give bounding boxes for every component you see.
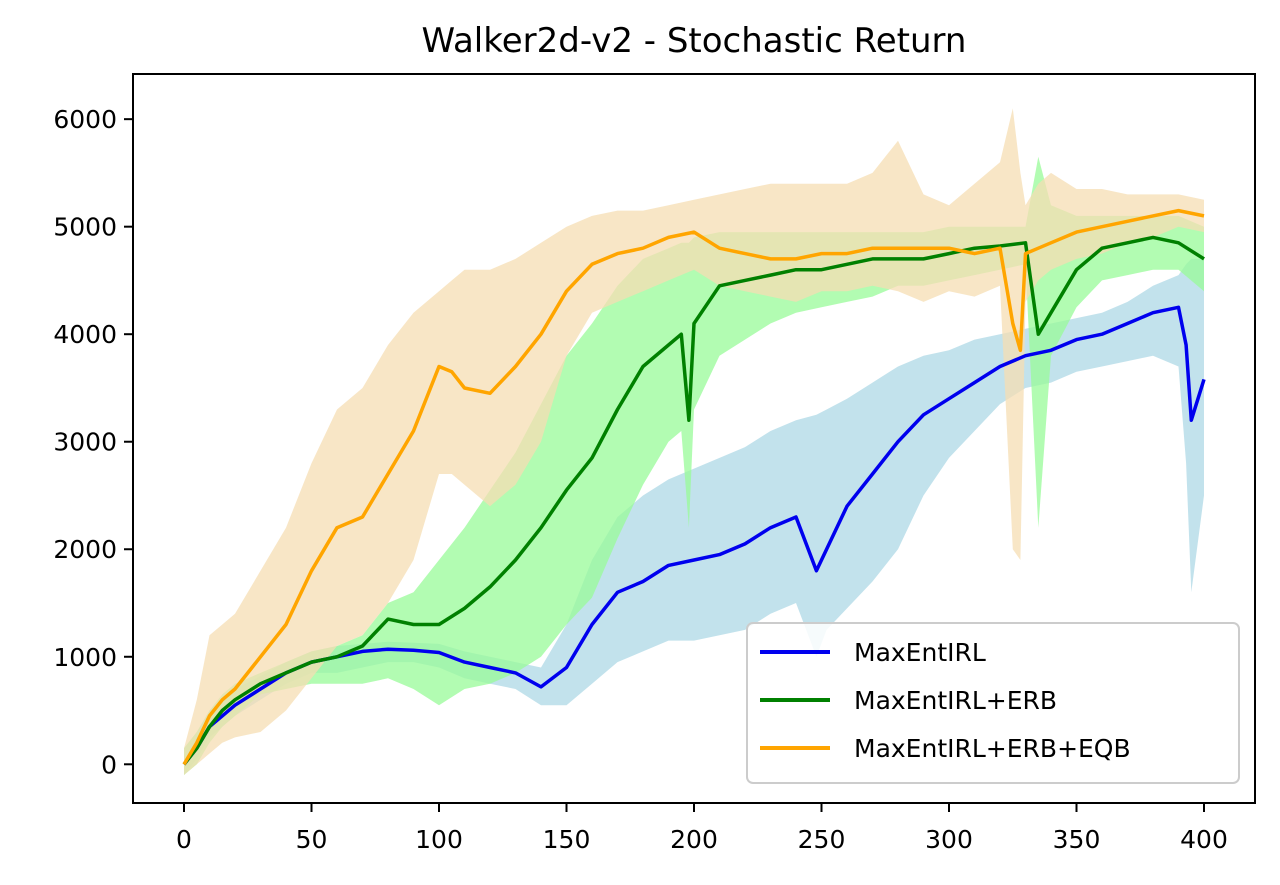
y-tick-label: 6000 xyxy=(53,105,117,134)
x-tick-label: 350 xyxy=(1053,825,1101,854)
y-tick-label: 5000 xyxy=(53,213,117,242)
chart-title: Walker2d-v2 - Stochastic Return xyxy=(422,21,967,61)
x-axis: 0 50 100 150 200 250 300 350 400 xyxy=(176,803,1228,854)
y-tick-label: 2000 xyxy=(53,535,117,564)
line-series-2 xyxy=(182,208,1205,766)
x-tick-label: 300 xyxy=(925,825,973,854)
band-series-1 xyxy=(184,156,1204,776)
confidence-bands xyxy=(184,108,1204,776)
legend: MaxEntIRL MaxEntIRL+ERB MaxEntIRL+ERB+EQB xyxy=(746,622,1240,784)
y-tick-label: 1000 xyxy=(53,643,117,672)
legend-box xyxy=(746,622,1240,784)
band-series-2 xyxy=(184,108,1204,775)
legend-label-1: MaxEntIRL+ERB xyxy=(854,686,1057,715)
y-axis: 0 1000 2000 3000 4000 5000 6000 xyxy=(53,105,133,779)
y-tick-label: 3000 xyxy=(53,428,117,457)
x-tick-label: 0 xyxy=(176,825,192,854)
legend-label-0: MaxEntIRL xyxy=(854,638,986,667)
x-tick-label: 100 xyxy=(415,825,463,854)
legend-label-2: MaxEntIRL+ERB+EQB xyxy=(854,734,1131,763)
y-tick-label: 4000 xyxy=(53,320,117,349)
series-lines xyxy=(182,208,1206,766)
x-tick-label: 250 xyxy=(798,825,846,854)
y-tick-label: 0 xyxy=(101,750,117,779)
x-tick-label: 50 xyxy=(296,825,328,854)
x-tick-label: 200 xyxy=(670,825,718,854)
x-tick-label: 400 xyxy=(1180,825,1228,854)
line-series-1 xyxy=(182,235,1205,766)
x-tick-label: 150 xyxy=(543,825,591,854)
